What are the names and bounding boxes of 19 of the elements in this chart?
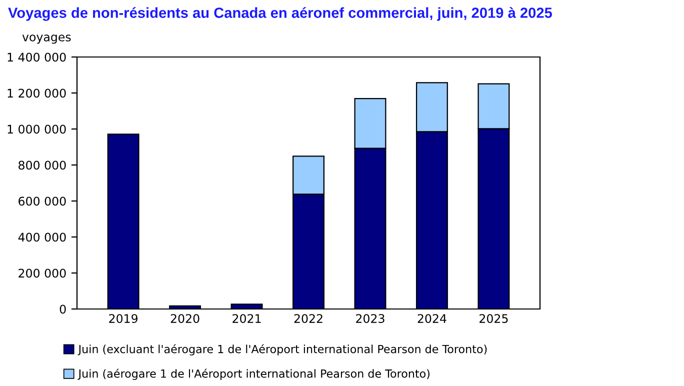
legend-label: Juin (aérogare 1 de l'Aéroport international Pearson de Toronto) xyxy=(78,368,430,380)
x-tick-label: 2021 xyxy=(232,314,261,323)
y-tick-label: 800 000 xyxy=(18,160,66,170)
x-tick-label: 2020 xyxy=(170,314,200,323)
y-tick-label: 600 000 xyxy=(18,196,66,206)
y-tick-label: 1 000 000 xyxy=(8,124,66,134)
x-tick-label: 2025 xyxy=(480,314,508,323)
y-tick-label: 1 200 000 xyxy=(8,88,66,98)
chart-title: Voyages de non-résidents au Canada en aéronef commercial, juin, 2019 à 2025 xyxy=(8,7,552,21)
legend-label: Juin (excluant l'aérogare 1 de l'Aéroport international Pearson de Toronto) xyxy=(78,344,487,356)
y-tick-label: 0 xyxy=(60,304,66,314)
y-tick-label: 1 400 000 xyxy=(8,52,66,62)
y-tick-label: 400 000 xyxy=(18,232,66,242)
y-tick-label: 200 000 xyxy=(18,268,66,278)
y-axis-title: voyages xyxy=(22,34,71,44)
x-tick-label: 2023 xyxy=(356,314,384,323)
x-tick-label: 2024 xyxy=(418,314,446,323)
x-tick-label: 2019 xyxy=(109,314,138,323)
x-tick-label: 2022 xyxy=(294,314,322,323)
